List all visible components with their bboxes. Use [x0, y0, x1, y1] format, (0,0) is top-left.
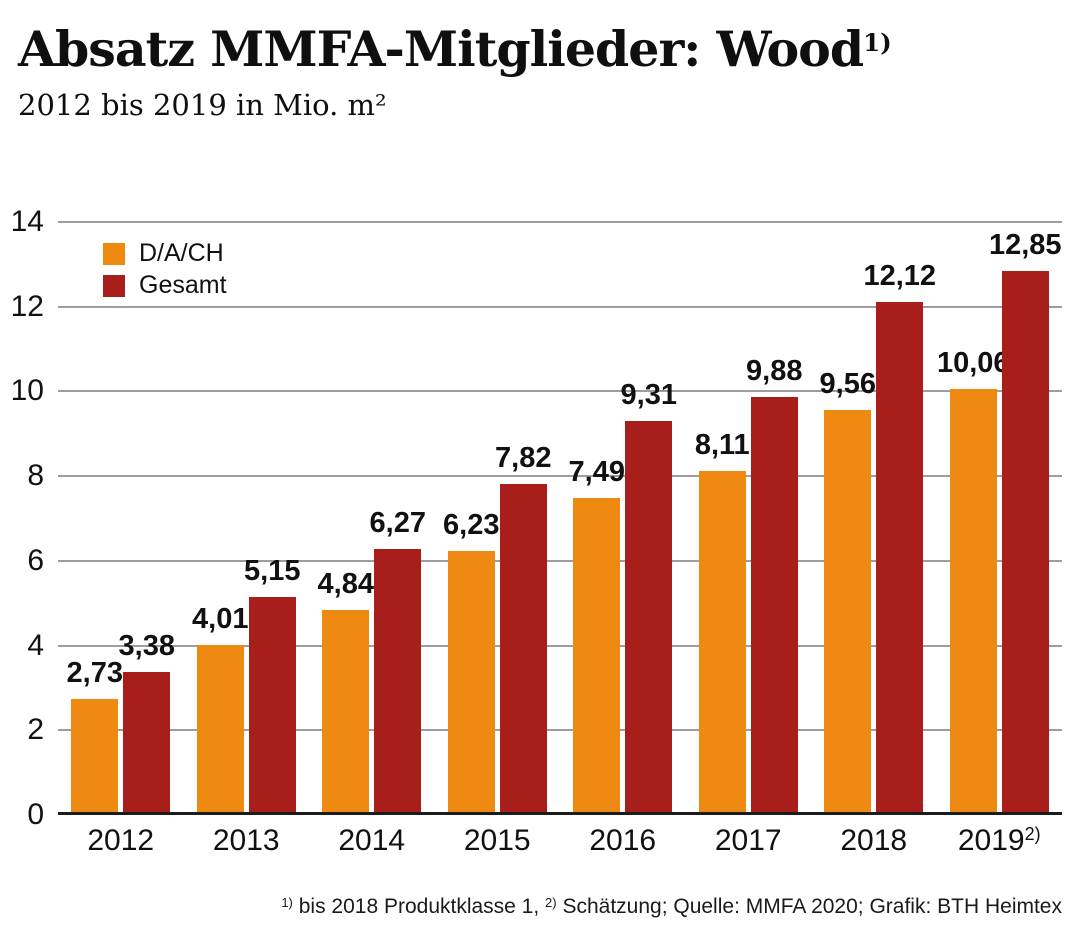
- chart-title-superscript: 1): [863, 27, 892, 57]
- x-tick-year: 2016: [589, 824, 657, 857]
- bar-gesamt-2016: 9,31: [621, 379, 677, 815]
- bar-gesamt-2014: 6,27: [370, 507, 426, 815]
- legend: D/A/CH Gesamt: [103, 241, 227, 298]
- legend-item-gesamt: Gesamt: [103, 273, 227, 298]
- x-tick-year: 2014: [338, 824, 406, 857]
- x-tick-label-2015: 2015: [464, 826, 531, 856]
- bar-value-label: 9,31: [620, 378, 677, 411]
- bar-value-label: 5,15: [244, 554, 301, 587]
- x-tick-label-2014: 2014: [338, 826, 405, 856]
- bar-value-label: 8,11: [694, 429, 750, 462]
- footnote-superscript-2: 2): [545, 894, 557, 910]
- bar-gesamt-2017: 9,88: [746, 355, 802, 815]
- bar-gesamt-2013: 5,15: [244, 555, 300, 815]
- x-tick-year: 2018: [840, 824, 908, 857]
- bar-group-2015: 6,23 7,82: [435, 442, 561, 815]
- y-gridline: [58, 644, 1062, 647]
- footnote-superscript-1: 1): [281, 894, 293, 910]
- bar-d-a-ch-2019: 10,06: [937, 347, 1010, 815]
- bar-d-a-ch-2014: 4,84: [318, 568, 374, 815]
- x-axis-line: [58, 812, 1062, 815]
- x-tick-label-2012: 2012: [87, 826, 154, 856]
- y-gridline: [58, 475, 1062, 478]
- y-gridline: [58, 559, 1062, 562]
- x-tick-label-2019: 20192): [957, 824, 1041, 857]
- y-tick-label: 12: [10, 289, 44, 323]
- x-tick-year: 2013: [212, 824, 280, 857]
- y-gridline: [58, 729, 1062, 732]
- y-tick-label: 14: [10, 205, 44, 238]
- bar-group-2019: 10,06 12,85: [937, 229, 1063, 815]
- bar-group-2013: 4,01 5,15: [184, 555, 310, 815]
- bar-value-label: 7,49: [568, 455, 625, 488]
- y-tick-label: 0: [27, 798, 44, 831]
- y-gridline: [58, 390, 1062, 393]
- chart-title-text: Absatz MMFA-Mitglieder: Wood: [18, 20, 864, 78]
- bar-value-label: 12,12: [863, 259, 937, 292]
- bar-group-2017: 8,11 9,88: [686, 355, 812, 815]
- bar-d-a-ch-2012: 2,73: [67, 657, 123, 815]
- bar-d-a-ch-2018: 9,56: [820, 368, 876, 815]
- bar-gesamt-2019: 12,85: [989, 229, 1062, 815]
- x-tick-label-2013: 2013: [213, 826, 280, 856]
- y-tick-label: 8: [27, 459, 44, 493]
- bar-gesamt-2012: 3,38: [119, 630, 175, 815]
- bar-value-label: 3,38: [118, 629, 175, 662]
- chart-subtitle: 2012 bis 2019 in Mio. m²: [18, 88, 387, 122]
- bar-value-label: 2,73: [66, 657, 123, 690]
- x-tick-superscript: 2): [1024, 824, 1041, 845]
- plot-area: D/A/CH Gesamt 0 2 4 6 8 10 12 14 2,73 3,38 2012 4,0…: [11, 207, 1063, 856]
- bar-gesamt-2015: 7,82: [495, 442, 551, 815]
- x-tick-year: 2019: [957, 824, 1025, 857]
- legend-label-dach: D/A/CH: [139, 239, 224, 267]
- y-gridline: [58, 305, 1062, 308]
- x-tick-year: 2012: [87, 824, 155, 857]
- bar-d-a-ch-2016: 7,49: [569, 456, 625, 815]
- bar-value-label: 7,82: [495, 441, 552, 474]
- bar-group-2014: 4,84 6,27: [309, 507, 435, 815]
- y-tick-label: 10: [10, 374, 44, 408]
- legend-swatch-dach: [103, 242, 125, 265]
- bar-value-label: 9,88: [746, 354, 803, 387]
- bar-group-2016: 7,49 9,31: [560, 379, 686, 815]
- bar-value-label: 9,56: [819, 368, 876, 401]
- y-tick-label: 4: [27, 628, 44, 662]
- bar-d-a-ch-2015: 6,23: [443, 509, 499, 815]
- legend-label-gesamt: Gesamt: [139, 271, 227, 299]
- y-gridline: [58, 221, 1062, 223]
- chart-title: Absatz MMFA-Mitglieder: Wood1): [18, 20, 892, 78]
- footnote-text-2: Schätzung; Quelle: MMFA 2020; Grafik: BT…: [556, 895, 1062, 918]
- x-tick-year: 2015: [463, 824, 531, 857]
- bar-group-2012: 2,73 3,38: [58, 630, 184, 815]
- bar-value-label: 6,23: [443, 509, 500, 542]
- bar-group-2018: 9,56 12,12: [811, 260, 937, 815]
- y-tick-label: 6: [27, 543, 44, 577]
- bar-gesamt-2018: 12,12: [863, 260, 936, 815]
- x-tick-label-2017: 2017: [715, 826, 782, 856]
- bar-value-label: 12,85: [988, 228, 1062, 261]
- x-tick-label-2018: 2018: [840, 826, 907, 856]
- footnote-text-1: bis 2018 Produktklasse 1,: [292, 895, 546, 918]
- bar-d-a-ch-2017: 8,11: [695, 429, 750, 815]
- bar-d-a-ch-2013: 4,01: [192, 603, 248, 815]
- y-tick-label: 2: [27, 713, 44, 747]
- x-tick-label-2016: 2016: [589, 826, 656, 856]
- bar-value-label: 4,01: [192, 603, 249, 636]
- bar-value-label: 6,27: [369, 507, 426, 540]
- legend-item-dach: D/A/CH: [103, 241, 227, 266]
- bar-value-label: 10,06: [936, 346, 1010, 379]
- x-tick-year: 2017: [714, 824, 782, 857]
- footnote: 1) bis 2018 Produktklasse 1, 2) Schätzun…: [281, 895, 1062, 919]
- bar-value-label: 4,84: [317, 568, 374, 600]
- legend-swatch-gesamt: [103, 274, 125, 297]
